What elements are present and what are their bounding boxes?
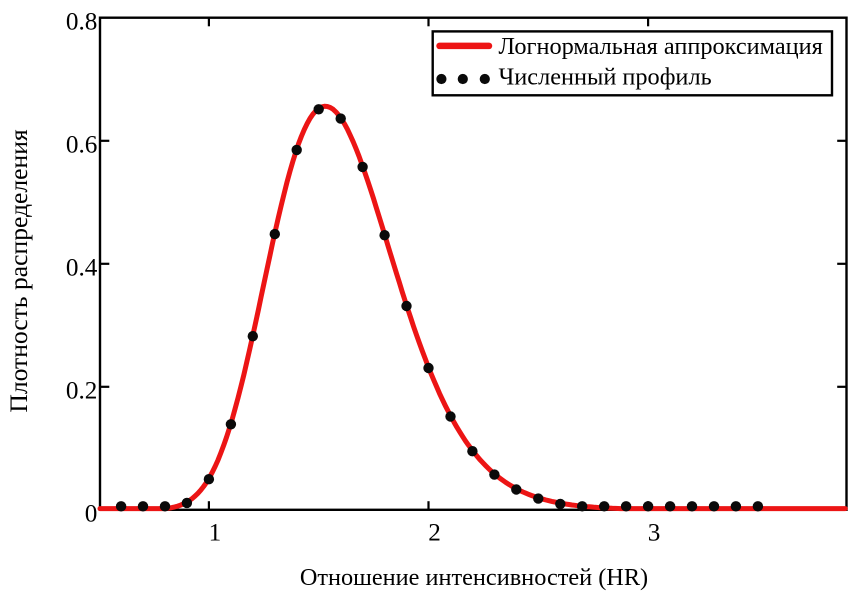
svg-text:Численный профиль: Численный профиль	[499, 64, 712, 91]
svg-text:2: 2	[428, 520, 441, 547]
svg-text:3: 3	[648, 520, 661, 547]
svg-text:Логнормальная аппроксимация: Логнормальная аппроксимация	[499, 33, 823, 60]
svg-text:1: 1	[209, 520, 222, 547]
svg-text:0.4: 0.4	[66, 255, 98, 282]
svg-text:Отношение интенсивностей (HR): Отношение интенсивностей (HR)	[300, 564, 648, 591]
svg-text:0: 0	[85, 501, 98, 528]
svg-text:0.6: 0.6	[66, 132, 97, 159]
svg-text:0.8: 0.8	[66, 9, 97, 36]
svg-text:0.2: 0.2	[66, 378, 97, 405]
svg-text:Плотность распределения: Плотность распределения	[4, 129, 33, 413]
